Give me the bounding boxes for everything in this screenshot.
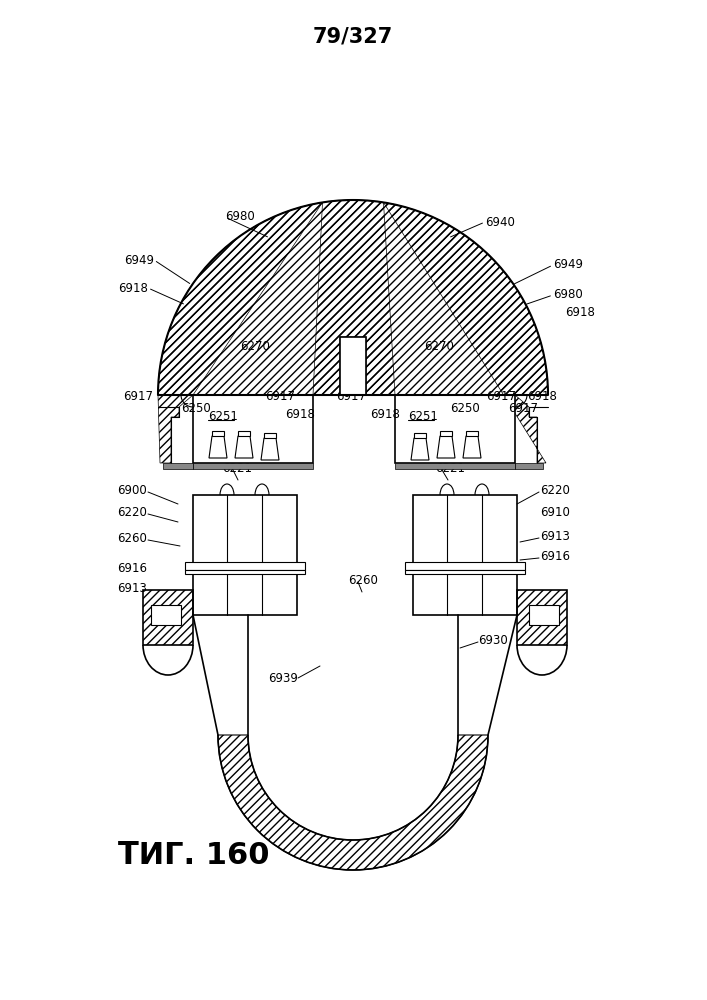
Text: 6918: 6918 — [118, 282, 148, 294]
Bar — [517, 590, 567, 645]
Bar — [515, 463, 543, 469]
Bar — [238, 431, 250, 436]
Bar — [212, 431, 224, 436]
Text: 6940: 6940 — [485, 216, 515, 229]
Text: 6270: 6270 — [240, 340, 270, 354]
Bar — [340, 337, 366, 395]
Text: 6918: 6918 — [527, 389, 557, 402]
Text: 6220: 6220 — [540, 484, 570, 496]
Text: 6916: 6916 — [117, 562, 147, 574]
Text: ΤИГ. 160: ΤИГ. 160 — [118, 840, 269, 869]
Bar — [193, 463, 313, 469]
Polygon shape — [193, 615, 517, 840]
Bar — [264, 433, 276, 438]
Text: 6250: 6250 — [181, 401, 211, 414]
Bar — [395, 463, 515, 469]
Bar — [151, 605, 181, 625]
Bar — [440, 431, 452, 436]
Text: 6910: 6910 — [540, 506, 570, 518]
Polygon shape — [209, 436, 227, 458]
Text: 6917: 6917 — [508, 401, 538, 414]
Text: 6260: 6260 — [348, 574, 378, 586]
Bar — [529, 605, 559, 625]
Bar — [193, 495, 227, 615]
Bar — [143, 590, 193, 645]
Text: 6250: 6250 — [450, 401, 480, 414]
Bar — [414, 433, 426, 438]
Text: 79/327: 79/327 — [313, 27, 393, 47]
Bar — [405, 570, 525, 574]
Polygon shape — [411, 438, 429, 460]
Text: 6918: 6918 — [565, 306, 595, 318]
Text: 6251: 6251 — [408, 410, 438, 424]
Bar — [413, 495, 447, 615]
Text: 6930: 6930 — [478, 634, 508, 647]
Text: 6980: 6980 — [225, 211, 255, 224]
Polygon shape — [261, 438, 279, 460]
Polygon shape — [235, 436, 253, 458]
Bar — [163, 463, 193, 469]
Bar — [482, 495, 517, 615]
Text: 6221: 6221 — [222, 462, 252, 475]
Text: 6980: 6980 — [553, 288, 583, 302]
Text: 6913: 6913 — [117, 582, 147, 594]
Text: 6918: 6918 — [285, 408, 315, 420]
Bar — [466, 431, 478, 436]
Bar — [405, 562, 525, 570]
Bar — [193, 495, 297, 615]
Text: 6900: 6900 — [117, 484, 147, 496]
Text: 6917: 6917 — [265, 389, 295, 402]
Text: 6939: 6939 — [268, 672, 298, 684]
Text: 6917: 6917 — [486, 389, 516, 402]
Text: 6270: 6270 — [424, 340, 454, 354]
Bar — [193, 395, 313, 463]
Bar — [413, 495, 517, 615]
Bar — [395, 395, 515, 463]
Text: 6260: 6260 — [117, 532, 147, 544]
Text: 6949: 6949 — [553, 258, 583, 271]
Text: 6913: 6913 — [540, 530, 570, 542]
Text: 6917: 6917 — [123, 389, 153, 402]
Bar — [262, 495, 297, 615]
Text: 6221: 6221 — [435, 462, 465, 475]
Text: 6917: 6917 — [336, 389, 366, 402]
Text: 6918: 6918 — [370, 408, 400, 420]
Polygon shape — [437, 436, 455, 458]
Text: 6949: 6949 — [124, 253, 154, 266]
Polygon shape — [463, 436, 481, 458]
Text: 6220: 6220 — [117, 506, 147, 518]
Bar — [185, 570, 305, 574]
Text: 6251: 6251 — [208, 410, 238, 424]
Text: 6916: 6916 — [540, 550, 570, 562]
Bar — [185, 562, 305, 570]
